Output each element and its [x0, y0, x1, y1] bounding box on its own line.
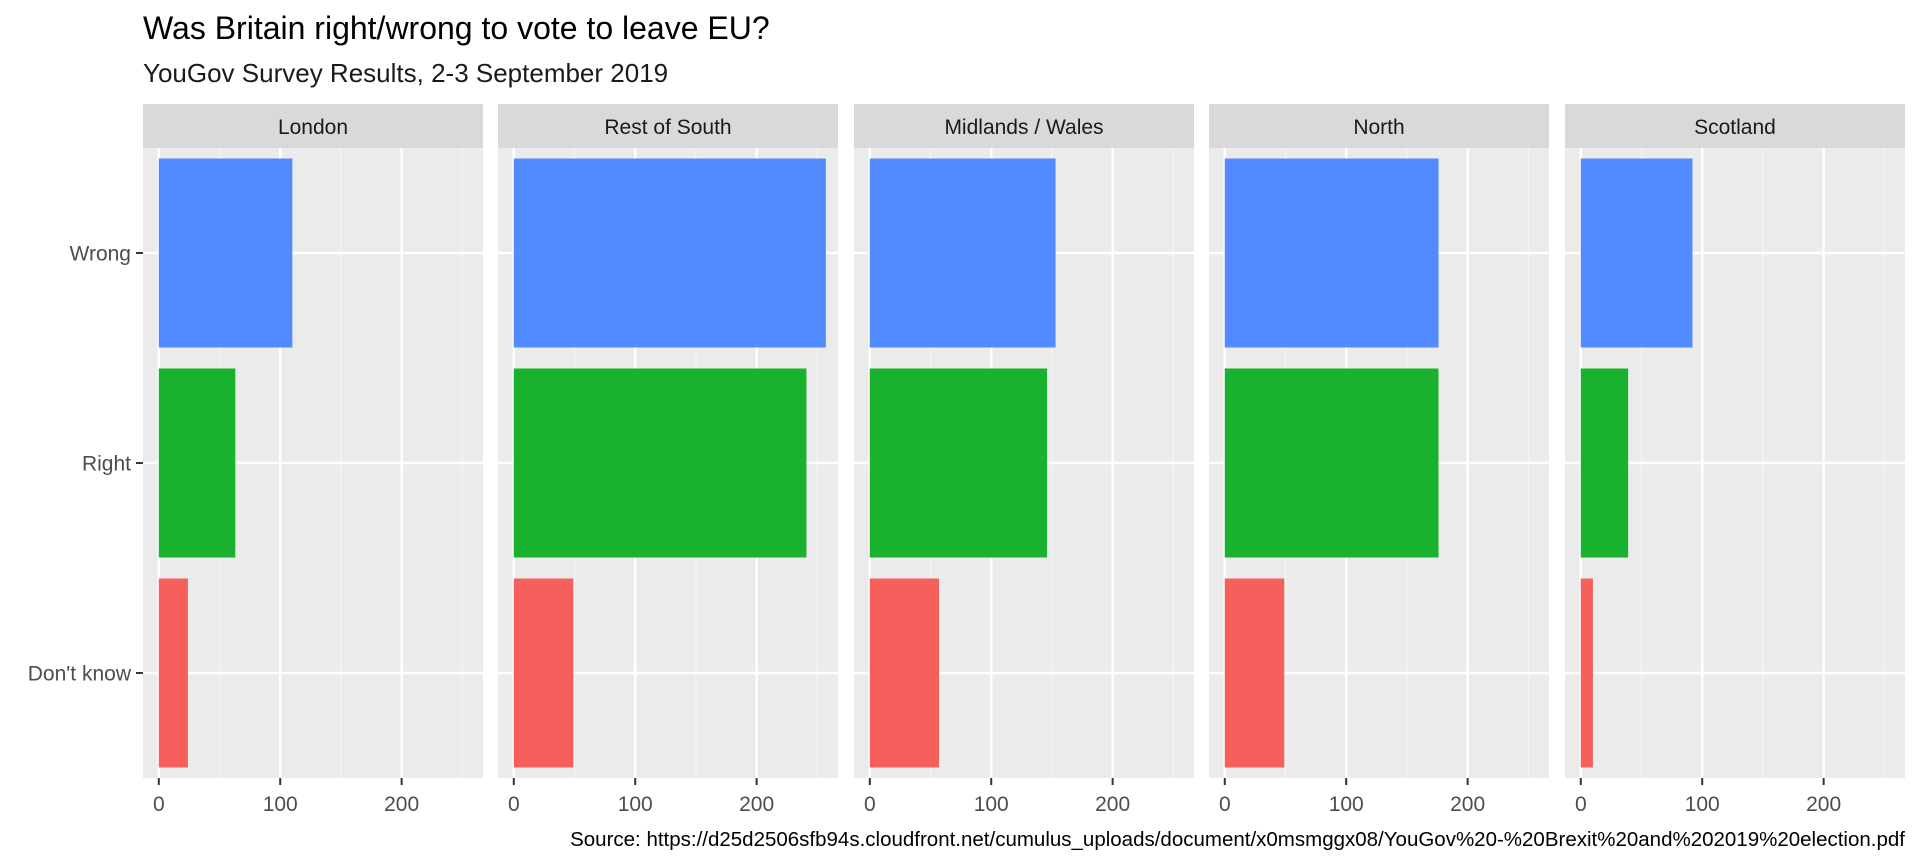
chart-subtitle: YouGov Survey Results, 2-3 September 201…	[143, 58, 668, 88]
facet-strip	[1209, 104, 1549, 148]
y-tick-label: Wrong	[70, 243, 131, 266]
bar-don-t-know	[1224, 578, 1285, 768]
facet-panel: Scotland 0 100 200	[1565, 104, 1905, 816]
bar-right	[1224, 368, 1439, 558]
x-tick-label: 100	[263, 793, 298, 816]
x-tick-label: 0	[1219, 793, 1231, 816]
x-tick-label: 200	[384, 793, 419, 816]
bar-right	[869, 368, 1048, 558]
x-tick-label: 200	[1095, 793, 1130, 816]
facet-strip	[498, 104, 838, 148]
bar-don-t-know	[1580, 578, 1593, 768]
facet-label: Scotland	[1694, 116, 1776, 139]
facet-panel: Midlands / Wales 0 100 200	[854, 104, 1194, 816]
x-tick-label: 200	[739, 793, 774, 816]
facet-panel: North 0 100 200	[1209, 104, 1549, 816]
x-tick-label: 100	[1685, 793, 1720, 816]
facet-strip	[143, 104, 483, 148]
facet-label: London	[278, 116, 348, 139]
y-tick-label: Right	[82, 453, 131, 476]
chart-title: Was Britain right/wrong to vote to leave…	[143, 10, 770, 46]
x-tick-label: 0	[153, 793, 165, 816]
bar-wrong	[1224, 158, 1439, 348]
bar-wrong	[869, 158, 1056, 348]
x-tick-label: 100	[974, 793, 1009, 816]
facet-label: Midlands / Wales	[944, 116, 1103, 139]
facet-strip	[854, 104, 1194, 148]
y-tick-label: Don't know	[28, 663, 132, 686]
y-axis: Wrong Right Don't know	[28, 243, 143, 686]
facet-strip	[1565, 104, 1905, 148]
x-tick-label: 0	[508, 793, 520, 816]
bar-don-t-know	[869, 578, 939, 768]
bar-right	[513, 368, 807, 558]
x-tick-label: 0	[864, 793, 876, 816]
chart-caption: Source: https://d25d2506sfb94s.cloudfron…	[570, 828, 1905, 851]
x-tick-label: 200	[1806, 793, 1841, 816]
x-tick-label: 0	[1575, 793, 1587, 816]
bar-wrong	[1580, 158, 1693, 348]
facet-panel: Rest of South 0 100 200	[498, 104, 838, 816]
facet-label: Rest of South	[604, 116, 731, 139]
x-tick-label: 200	[1450, 793, 1485, 816]
bar-right	[1580, 368, 1629, 558]
facet-panel: London 0 100 200	[143, 104, 483, 816]
facet-label: North	[1353, 116, 1404, 139]
bar-wrong	[158, 158, 293, 348]
bar-don-t-know	[158, 578, 188, 768]
bar-right	[158, 368, 236, 558]
x-tick-label: 100	[618, 793, 653, 816]
bar-don-t-know	[513, 578, 574, 768]
bar-wrong	[513, 158, 826, 348]
x-tick-label: 100	[1329, 793, 1364, 816]
